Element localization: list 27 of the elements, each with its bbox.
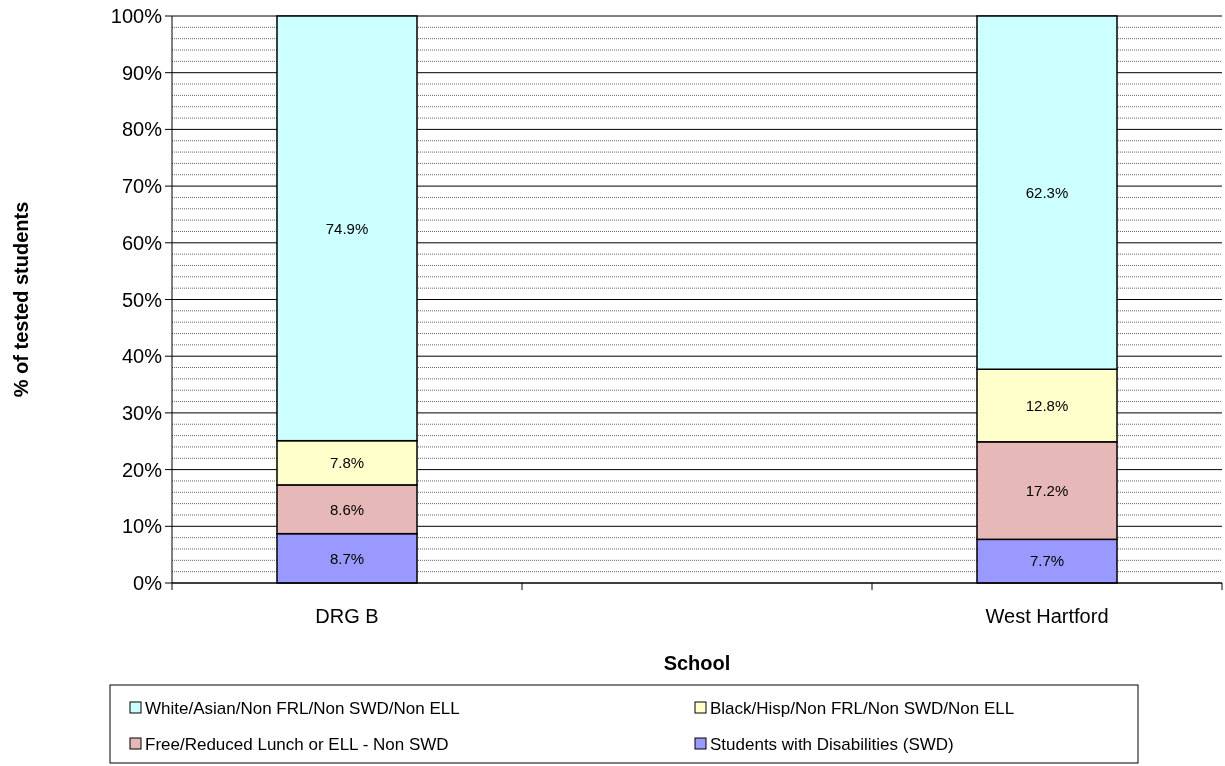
data-label: 62.3%: [1025, 183, 1069, 201]
legend-label: White/Asian/Non FRL/Non SWD/Non ELL: [145, 698, 460, 718]
legend-label: Free/Reduced Lunch or ELL - Non SWD: [145, 734, 449, 754]
y-tick-label: 90%: [121, 61, 163, 84]
y-tick-label: 100%: [110, 5, 163, 27]
data-label: 17.2%: [1025, 481, 1069, 499]
legend-label: Black/Hisp/Non FRL/Non SWD/Non ELL: [710, 698, 1015, 718]
x-tick-label: West Hartford: [985, 605, 1109, 627]
y-tick-label: 40%: [121, 345, 163, 368]
y-tick-label: 80%: [121, 118, 163, 141]
data-label: 7.8%: [329, 454, 365, 472]
y-tick-label: 50%: [121, 288, 163, 311]
y-tick-label: 0%: [133, 572, 163, 594]
y-tick-label: 30%: [121, 401, 163, 424]
legend-label: Students with Disabilities (SWD): [710, 734, 954, 754]
y-tick-label: 20%: [121, 458, 163, 481]
y-axis-title: % of tested students: [10, 201, 32, 398]
data-label: 7.7%: [1029, 552, 1065, 570]
data-label: 8.6%: [329, 500, 365, 518]
data-label: 74.9%: [325, 219, 369, 237]
y-tick-label: 10%: [121, 515, 163, 538]
data-label: 8.7%: [329, 549, 365, 567]
y-tick-label: 70%: [121, 175, 163, 198]
x-tick-label: DRG B: [315, 605, 379, 627]
x-axis-title: School: [663, 652, 731, 674]
data-label: 12.8%: [1025, 396, 1069, 414]
y-tick-label: 60%: [121, 231, 163, 254]
